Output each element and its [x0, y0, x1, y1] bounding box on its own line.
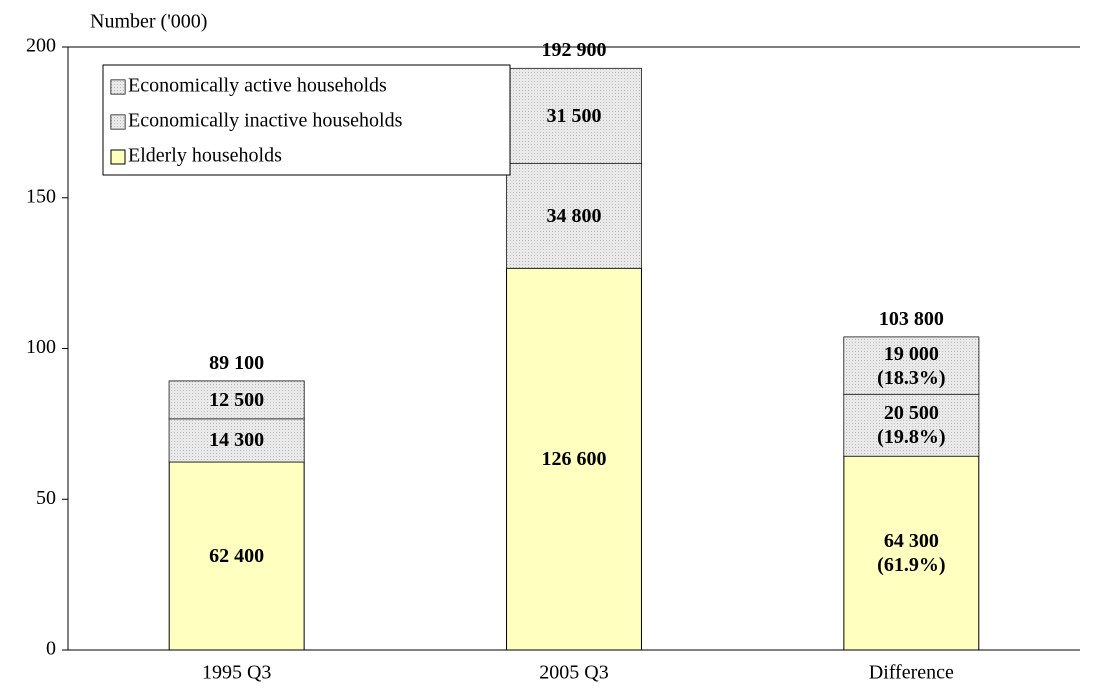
x-tick-label: 2005 Q3 [539, 662, 608, 684]
data-label: 34 800 [546, 204, 602, 227]
legend-label: Elderly households [128, 145, 282, 167]
legend-label: Economically inactive households [128, 110, 403, 132]
legend-swatch-texture [111, 115, 125, 129]
segment-texture [169, 418, 305, 462]
y-tick-label: 100 [26, 336, 56, 358]
segment-texture [506, 68, 642, 164]
legend-box [102, 64, 511, 176]
legend-swatch-texture [111, 80, 125, 94]
legend-label: Economically active households [128, 75, 387, 97]
data-label: 19 000 (18.3%) [877, 342, 946, 389]
data-label: 62 400 [209, 544, 265, 567]
data-label: 14 300 [209, 429, 265, 452]
data-label: 31 500 [546, 104, 602, 127]
data-label: 126 600 [541, 448, 607, 471]
data-label: 20 500 (19.8%) [877, 402, 946, 449]
legend-swatch [110, 149, 126, 165]
x-tick-label: 1995 Q3 [202, 662, 271, 684]
y-tick-label: 200 [26, 35, 56, 57]
y-tick-label: 0 [46, 638, 56, 660]
segment-texture [843, 337, 979, 395]
data-label: 12 500 [209, 388, 265, 411]
y-tick-label: 150 [26, 185, 56, 207]
bar-segment [843, 455, 980, 651]
total-label: 192 900 [541, 39, 607, 62]
y-axis-title: Number ('000) [90, 11, 207, 33]
total-label: 103 800 [878, 308, 944, 331]
y-tick-label: 50 [36, 487, 56, 509]
x-tick-label: Difference [869, 662, 954, 684]
segment-texture [506, 163, 642, 269]
bar-segment [506, 267, 642, 651]
data-label: 64 300 (61.9%) [877, 530, 946, 577]
segment-texture [843, 394, 979, 457]
total-label: 89 100 [209, 352, 265, 375]
bar-segment [168, 461, 305, 651]
segment-texture [169, 381, 305, 419]
